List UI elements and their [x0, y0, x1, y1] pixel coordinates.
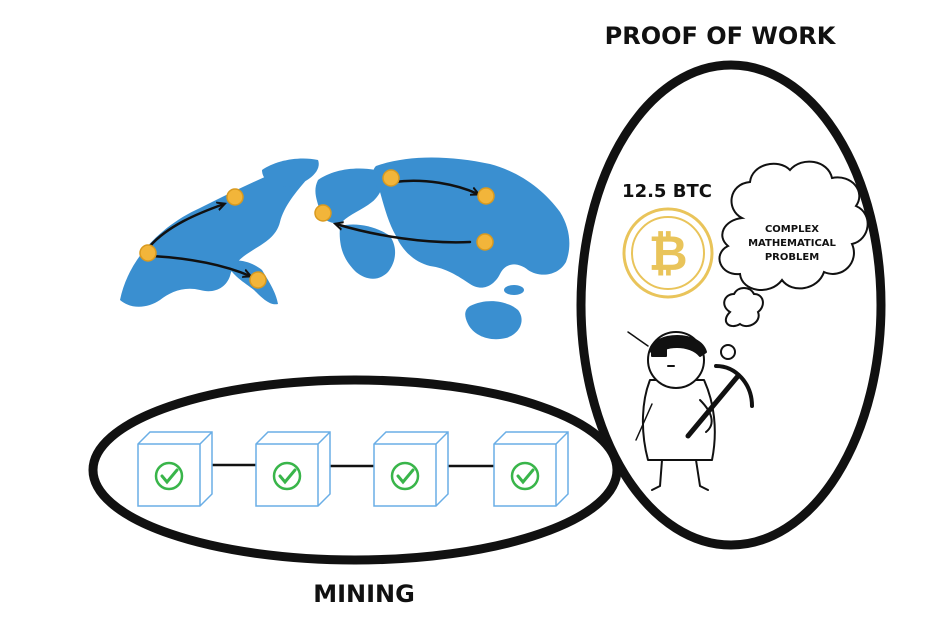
continent-north-america — [120, 161, 314, 307]
block — [255, 431, 331, 507]
thought-bubble-dot — [720, 344, 736, 360]
arrow-asia-to-africa — [336, 224, 472, 244]
miner-figure — [627, 331, 716, 491]
mining-oval — [88, 375, 622, 565]
check-mark — [516, 468, 535, 485]
miner-leg-left — [651, 459, 663, 491]
transaction-coins — [139, 169, 495, 289]
continent-greenland — [262, 158, 319, 187]
cloud-line-3: PROBLEM — [765, 252, 819, 263]
arrow-europe-to-asia — [392, 179, 478, 194]
arrow-americas-to-central — [150, 254, 250, 276]
proof-of-work-title: PROOF OF WORK — [605, 22, 837, 50]
bitcoin-coin-icon: ₿ — [622, 207, 714, 299]
check-icon — [510, 461, 540, 491]
miner-arm — [699, 399, 713, 433]
continent-asia — [373, 157, 570, 288]
cloud-icon — [718, 160, 869, 292]
proof-of-work-oval — [576, 60, 886, 550]
coin-icon — [476, 233, 494, 251]
block-cube — [255, 431, 331, 507]
pickaxe-icon — [685, 364, 754, 439]
miner-leg-right — [695, 459, 709, 491]
coin-icon — [249, 271, 267, 289]
coin-icon — [382, 169, 400, 187]
check-mark — [396, 468, 415, 485]
headlamp-beam — [627, 331, 649, 347]
transaction-arrows — [148, 179, 478, 276]
check-icon — [272, 461, 302, 491]
arrow-americas-to-north — [148, 204, 224, 248]
headlamp-icon — [651, 345, 667, 357]
mining-title: MINING — [313, 580, 415, 608]
coin-icon — [477, 187, 495, 205]
check-icon — [154, 461, 184, 491]
block — [493, 431, 569, 507]
continent-africa — [339, 224, 396, 279]
bitcoin-symbol: ₿ — [648, 226, 687, 282]
block-cube — [373, 431, 449, 507]
mining-stick — [635, 403, 653, 441]
continent-islands — [504, 285, 524, 295]
check-mark — [278, 468, 297, 485]
block — [373, 431, 449, 507]
block — [137, 431, 213, 507]
coin-icon — [314, 204, 332, 222]
thought-cloud: COMPLEX MATHEMATICAL PROBLEM — [718, 160, 869, 360]
coin-icon — [139, 244, 157, 262]
check-icon — [390, 461, 420, 491]
coin-icon — [226, 188, 244, 206]
continent-australia — [465, 301, 522, 340]
chain-links — [212, 463, 496, 468]
btc-reward-label: 12.5 BTC — [622, 181, 712, 202]
miner-body — [641, 379, 716, 461]
cloud-line-1: COMPLEX — [765, 224, 819, 235]
small-cloud-icon — [723, 287, 764, 328]
block-cube — [137, 431, 213, 507]
check-mark — [160, 468, 179, 485]
continent-europe — [315, 168, 383, 224]
world-map — [120, 157, 570, 340]
cloud-line-2: MATHEMATICAL — [748, 238, 836, 249]
block-cube — [493, 431, 569, 507]
